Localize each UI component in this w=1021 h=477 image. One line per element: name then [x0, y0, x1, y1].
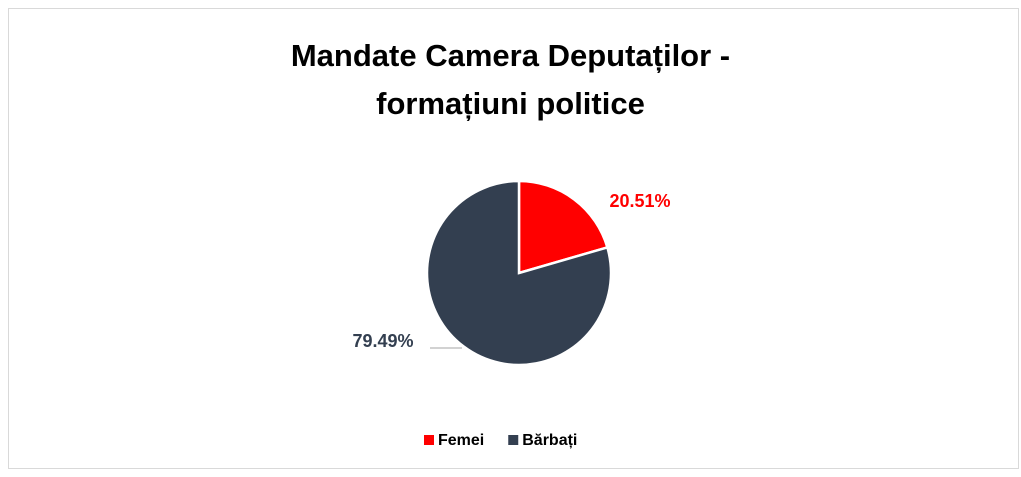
- legend-swatch: [424, 435, 434, 445]
- chart-title: Mandate Camera Deputaților - formațiuni …: [290, 38, 731, 121]
- legend-swatch: [508, 435, 519, 445]
- legend-label: Femei: [438, 432, 484, 449]
- chart-border: [8, 8, 1019, 469]
- legend-label: Bărbați: [522, 432, 577, 449]
- data-label: 79.49%: [352, 331, 413, 351]
- pie-slice: [517, 179, 609, 275]
- data-label: 20.51%: [609, 191, 670, 211]
- pie-slice: [425, 179, 613, 367]
